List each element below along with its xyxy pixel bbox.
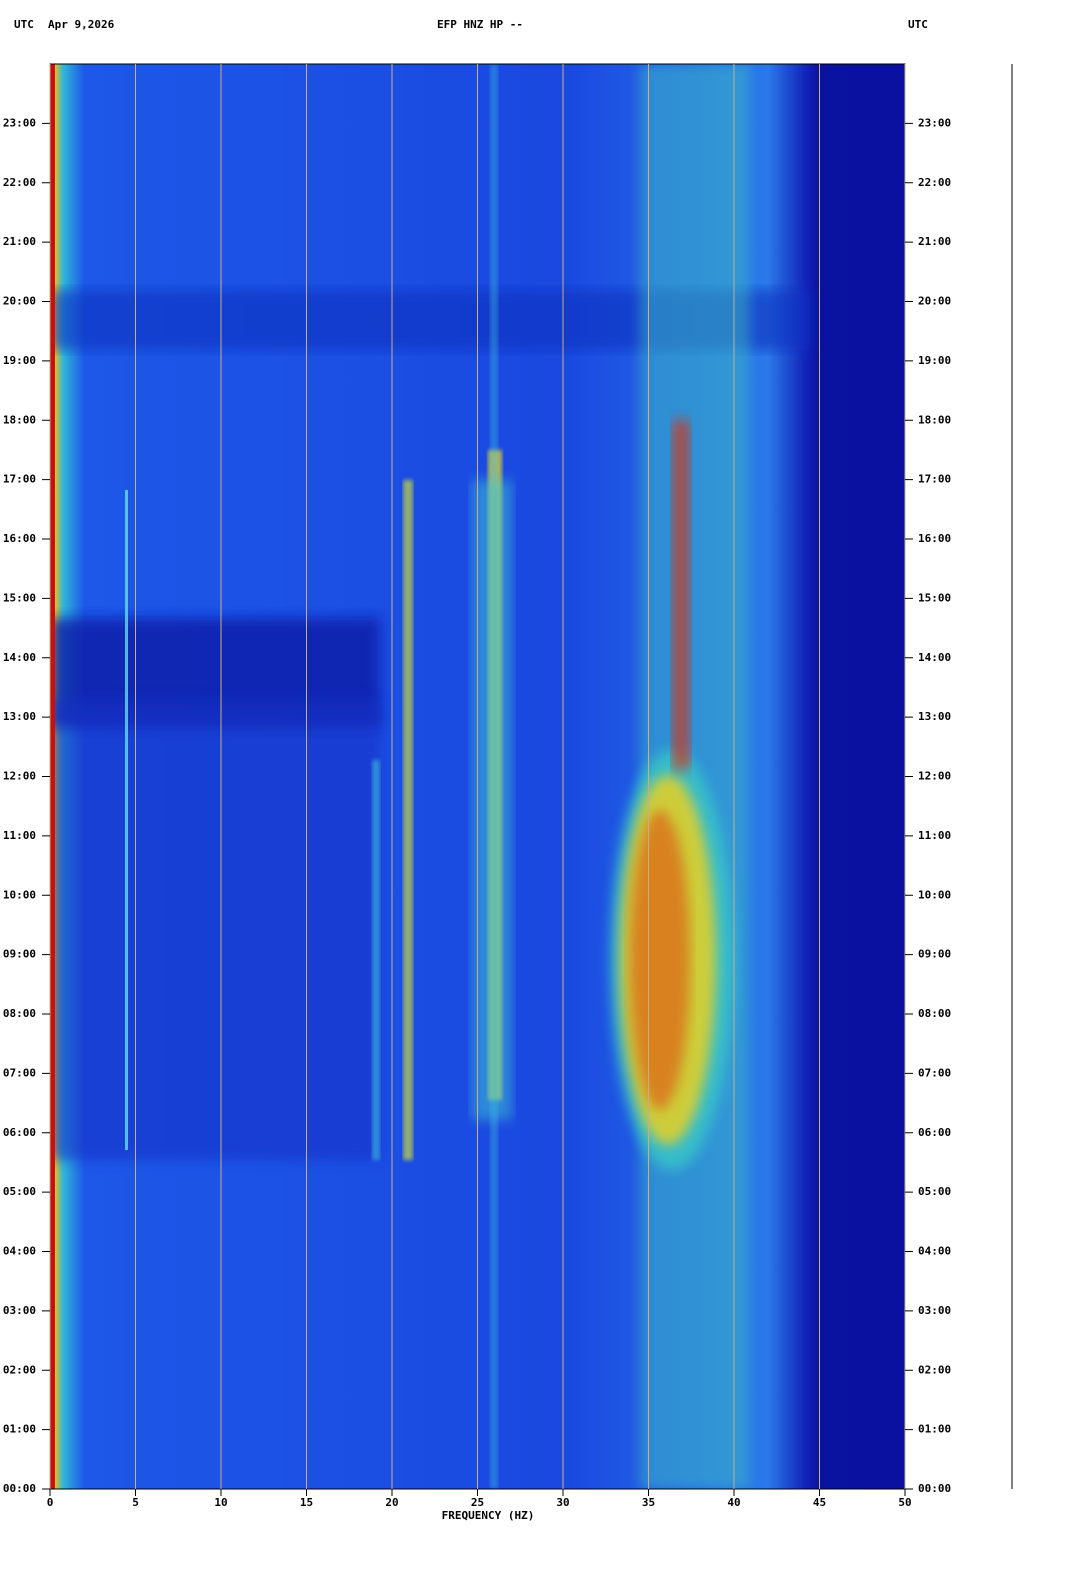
y-tick-label: 08:00 <box>3 1007 36 1020</box>
y-tick-label: 00:00 <box>3 1482 36 1495</box>
y-tick-label: 03:00 <box>918 1304 951 1317</box>
x-tick-label: 50 <box>898 1496 911 1509</box>
y-tick-label: 23:00 <box>3 116 36 129</box>
energy-streak <box>490 64 498 1489</box>
y-tick-label: 22:00 <box>918 176 951 189</box>
y-tick-label: 13:00 <box>3 710 36 723</box>
y-tick-label: 19:00 <box>3 354 36 367</box>
y-tick-label: 16:00 <box>918 532 951 545</box>
y-tick-label: 14:00 <box>918 651 951 664</box>
y-tick-label: 05:00 <box>918 1185 951 1198</box>
y-tick-label: 13:00 <box>918 710 951 723</box>
y-tick-label: 17:00 <box>3 473 36 486</box>
y-tick-label: 21:00 <box>3 235 36 248</box>
x-tick-label: 10 <box>214 1496 227 1509</box>
x-tick-label: 25 <box>471 1496 484 1509</box>
y-tick-label: 01:00 <box>3 1423 36 1436</box>
y-tick-label: 18:00 <box>3 413 36 426</box>
y-tick-label: 20:00 <box>918 295 951 308</box>
y-tick-label: 12:00 <box>918 770 951 783</box>
y-tick-label: 03:00 <box>3 1304 36 1317</box>
energy-streak <box>372 760 380 1160</box>
low-frequency-edge <box>50 64 55 1489</box>
y-tick-label: 06:00 <box>918 1126 951 1139</box>
chart-title: EFP HNZ HP -- <box>437 18 523 31</box>
x-tick-label: 45 <box>813 1496 826 1509</box>
y-tick-label: 16:00 <box>3 532 36 545</box>
time-zone-right: UTC <box>908 18 928 31</box>
y-tick-label: 01:00 <box>918 1423 951 1436</box>
y-tick-label: 11:00 <box>918 829 951 842</box>
x-axis-label: FREQUENCY (HZ) <box>442 1509 535 1522</box>
y-tick-label: 19:00 <box>918 354 951 367</box>
y-tick-label: 15:00 <box>3 591 36 604</box>
y-tick-label: 04:00 <box>3 1245 36 1258</box>
x-tick-label: 0 <box>47 1496 54 1509</box>
x-tick-label: 15 <box>300 1496 313 1509</box>
x-tick-label: 5 <box>132 1496 139 1509</box>
y-tick-label: 10:00 <box>3 888 36 901</box>
y-tick-label: 07:00 <box>918 1066 951 1079</box>
y-tick-label: 18:00 <box>918 413 951 426</box>
y-tick-label: 08:00 <box>918 1007 951 1020</box>
energy-streak <box>125 490 128 1150</box>
energy-streak <box>403 480 413 1160</box>
y-tick-label: 20:00 <box>3 295 36 308</box>
x-tick-label: 35 <box>642 1496 655 1509</box>
quiet-band <box>50 700 380 1160</box>
y-tick-label: 09:00 <box>918 948 951 961</box>
y-tick-label: 15:00 <box>918 591 951 604</box>
y-tick-label: 17:00 <box>918 473 951 486</box>
date: Apr 9,2026 <box>48 18 115 31</box>
y-tick-label: 12:00 <box>3 770 36 783</box>
y-tick-label: 00:00 <box>918 1482 951 1495</box>
y-tick-label: 10:00 <box>918 888 951 901</box>
x-tick-label: 20 <box>385 1496 398 1509</box>
y-tick-label: 06:00 <box>3 1126 36 1139</box>
y-tick-label: 05:00 <box>3 1185 36 1198</box>
y-tick-label: 04:00 <box>918 1245 951 1258</box>
x-tick-label: 30 <box>556 1496 569 1509</box>
y-tick-label: 07:00 <box>3 1066 36 1079</box>
y-tick-label: 21:00 <box>918 235 951 248</box>
x-tick-label: 40 <box>727 1496 740 1509</box>
energy-streak <box>672 420 690 770</box>
y-tick-label: 02:00 <box>3 1363 36 1376</box>
energy-blob <box>630 810 690 1110</box>
y-tick-label: 23:00 <box>918 116 951 129</box>
y-tick-label: 02:00 <box>918 1363 951 1376</box>
time-zone-left: UTC <box>14 18 34 31</box>
y-tick-label: 22:00 <box>3 176 36 189</box>
y-tick-label: 14:00 <box>3 651 36 664</box>
y-tick-label: 09:00 <box>3 948 36 961</box>
y-tick-label: 11:00 <box>3 829 36 842</box>
